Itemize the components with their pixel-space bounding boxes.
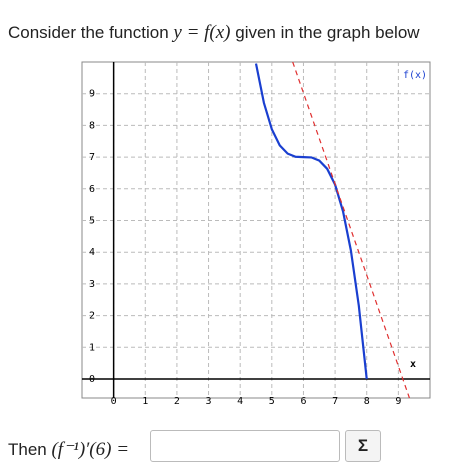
- legend-label: f(x): [403, 70, 427, 81]
- function-curve: [254, 63, 368, 380]
- x-tick-label: 9: [395, 396, 401, 407]
- x-tick-label: 3: [206, 396, 212, 407]
- x-tick-label: 7: [332, 396, 338, 407]
- answer-input[interactable]: [150, 430, 340, 462]
- answer-math: (f⁻¹)′(6) =: [51, 439, 130, 460]
- y-tick-label: 5: [89, 215, 95, 226]
- question: Consider the function y = f(x) given in …: [8, 22, 420, 44]
- y-tick-label: 7: [89, 152, 95, 163]
- x-axis-label: x: [410, 359, 416, 370]
- graph: 01234567890123456789 f(x) x: [81, 61, 431, 407]
- question-math: y = f(x): [173, 22, 231, 43]
- x-tick-label: 6: [300, 396, 306, 407]
- x-tick-label: 5: [269, 396, 275, 407]
- answer-text: Then: [8, 440, 47, 459]
- y-tick-label: 2: [89, 311, 95, 322]
- y-tick-label: 1: [89, 342, 95, 353]
- x-tick-label: 2: [174, 396, 180, 407]
- x-tick-label: 0: [111, 396, 117, 407]
- y-tick-label: 8: [89, 120, 95, 131]
- y-tick-label: 6: [89, 184, 95, 195]
- y-tick-label: 9: [89, 89, 95, 100]
- x-tick-label: 4: [237, 396, 243, 407]
- y-tick-label: 4: [89, 247, 95, 258]
- question-text: Consider the function: [8, 23, 169, 42]
- y-tick-label: 3: [89, 279, 95, 290]
- plot-frame: [81, 61, 431, 399]
- math-button[interactable]: Σ: [345, 430, 381, 462]
- answer-prompt: Then (f⁻¹)′(6) =: [8, 438, 129, 461]
- x-tick-label: 8: [364, 396, 370, 407]
- question-text: given in the graph below: [235, 23, 420, 42]
- x-tick-label: 1: [142, 396, 148, 407]
